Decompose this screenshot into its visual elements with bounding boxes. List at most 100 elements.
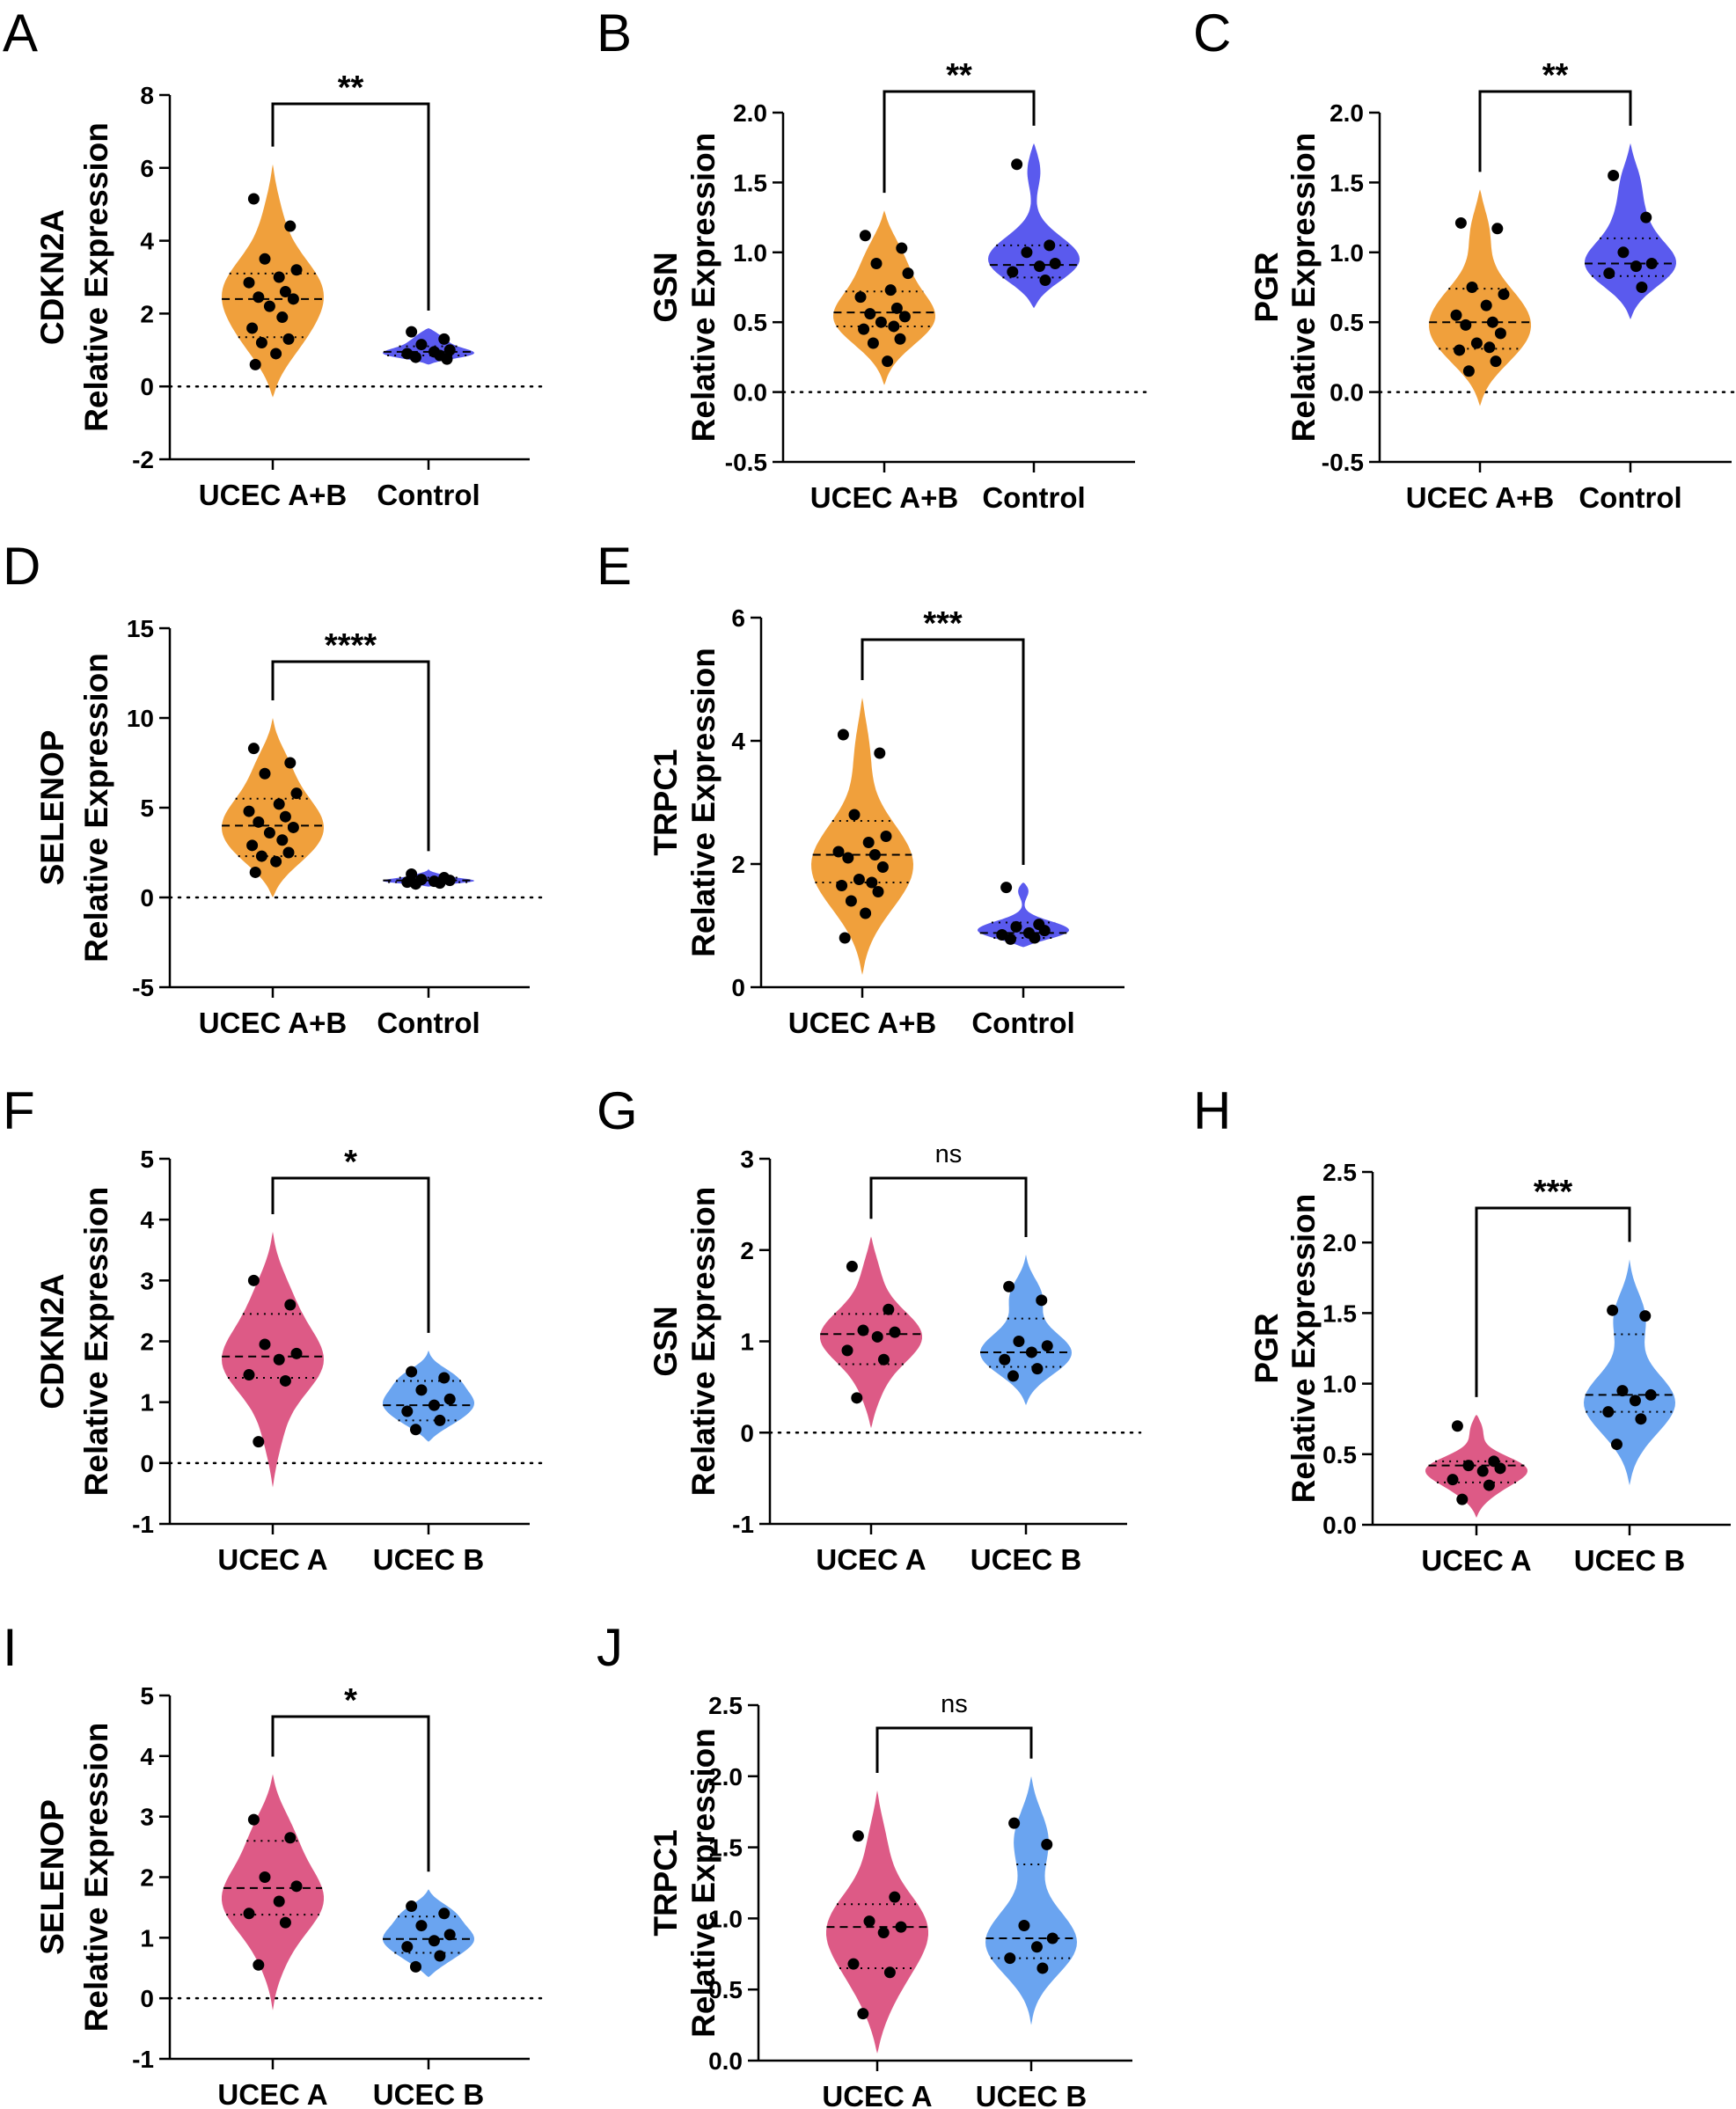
data-point — [1044, 239, 1056, 252]
violin-control — [1585, 143, 1676, 319]
data-point — [270, 348, 282, 360]
data-point — [867, 337, 879, 349]
data-point — [279, 1916, 291, 1929]
y-axis-label: Relative Expression — [78, 653, 114, 963]
y-axis-label: Relative Expression — [685, 648, 722, 957]
data-point — [247, 193, 260, 205]
y-tick-label: 2 — [731, 851, 745, 878]
data-point — [409, 1424, 421, 1436]
y-tick-label: 0.0 — [1322, 1512, 1357, 1539]
y-tick-label: 0.5 — [708, 1976, 743, 2003]
data-point — [1000, 882, 1013, 894]
data-point — [246, 839, 259, 852]
data-point — [255, 337, 267, 349]
violin-ucec-a-b — [222, 164, 324, 398]
data-point — [415, 1384, 428, 1396]
data-point — [1450, 309, 1462, 321]
data-point — [290, 264, 303, 276]
data-point — [1640, 211, 1652, 223]
significance-label: ** — [1542, 57, 1569, 94]
y-tick-label: 8 — [140, 82, 154, 109]
data-point — [284, 1299, 297, 1311]
data-point — [253, 291, 265, 304]
data-point — [401, 1405, 414, 1417]
significance-bracket — [869, 1176, 1028, 1237]
data-point — [1483, 341, 1496, 354]
data-point — [1486, 316, 1498, 328]
data-point — [895, 1921, 907, 1933]
data-point — [1608, 169, 1620, 181]
data-point — [996, 929, 1008, 941]
data-point — [874, 747, 886, 759]
x-category-label: Control — [1579, 481, 1681, 514]
significance-bracket — [875, 1726, 1033, 1773]
y-tick-label: -1 — [132, 1511, 154, 1538]
data-point — [443, 875, 456, 887]
significance-label: *** — [923, 605, 963, 642]
panel-letter: A — [3, 4, 38, 62]
data-point — [871, 1330, 883, 1343]
data-point — [406, 1900, 418, 1913]
violin-ucec-a — [1425, 1414, 1527, 1518]
significance-bracket — [883, 90, 1036, 194]
data-point — [279, 286, 291, 298]
y-tick-label: 4 — [731, 728, 745, 755]
y-tick-label: 1.0 — [708, 1905, 743, 1932]
violin-ucec-a-b — [222, 718, 324, 897]
data-point — [443, 1929, 456, 1941]
y-tick-label: 0.5 — [733, 309, 767, 336]
y-tick-label: 6 — [731, 604, 745, 632]
y-tick-label: 0 — [140, 373, 154, 400]
data-point — [1049, 258, 1061, 270]
y-tick-label: 0 — [140, 884, 154, 912]
data-point — [273, 1895, 285, 1908]
data-point — [1483, 1479, 1495, 1491]
y-tick-label: 5 — [140, 1146, 154, 1173]
significance-bracket — [1478, 90, 1632, 172]
data-point — [282, 333, 295, 345]
y-tick-label: 4 — [140, 1743, 154, 1770]
y-tick-label: 2 — [740, 1237, 754, 1264]
panel-j: J 2.5 2.0 1.5 1.0 0.5 0.0 TRPC1 Relative Express… — [597, 1618, 1132, 2109]
y-tick-label: 2.0 — [1322, 1229, 1357, 1256]
data-point — [243, 276, 255, 289]
y-tick-label: -1 — [732, 1511, 754, 1538]
significance-bracket — [271, 1176, 430, 1333]
y-tick-label: 0.0 — [1329, 379, 1364, 406]
data-point — [409, 1960, 421, 1973]
violin-ucec-a — [222, 1232, 324, 1488]
y-axis-label: Relative Expression — [685, 133, 722, 443]
panel-letter: E — [597, 537, 632, 596]
data-point — [1454, 216, 1467, 229]
y-tick-label: 1 — [140, 1924, 154, 1952]
x-category-label: Control — [971, 1007, 1074, 1039]
x-category-label: UCEC B — [976, 2080, 1088, 2109]
data-point — [859, 230, 871, 242]
data-point — [837, 729, 849, 741]
data-point — [1447, 1474, 1459, 1486]
data-point — [889, 1891, 901, 1903]
data-point — [836, 880, 848, 891]
x-category-label: UCEC B — [373, 1543, 485, 1576]
y-tick-label: 3 — [740, 1146, 754, 1173]
data-point — [415, 1920, 428, 1932]
x-category-label: UCEC A — [217, 2078, 327, 2109]
data-point — [409, 351, 421, 363]
data-point — [287, 293, 299, 305]
data-point — [1629, 1395, 1641, 1407]
data-point — [279, 1374, 291, 1387]
y-tick-label: 4 — [140, 1206, 154, 1234]
data-point — [253, 1436, 265, 1448]
x-category-label: UCEC A — [217, 1543, 327, 1576]
panel-letter: F — [3, 1081, 35, 1140]
data-point — [401, 1941, 414, 1953]
data-point — [434, 877, 446, 890]
x-category-label: UCEC A+B — [199, 1007, 347, 1039]
data-point — [443, 1393, 456, 1405]
data-point — [868, 849, 881, 860]
panel-letter: D — [3, 537, 40, 596]
y-axis-label: GSN — [648, 1306, 684, 1376]
data-point — [875, 316, 887, 328]
data-point — [259, 253, 271, 265]
